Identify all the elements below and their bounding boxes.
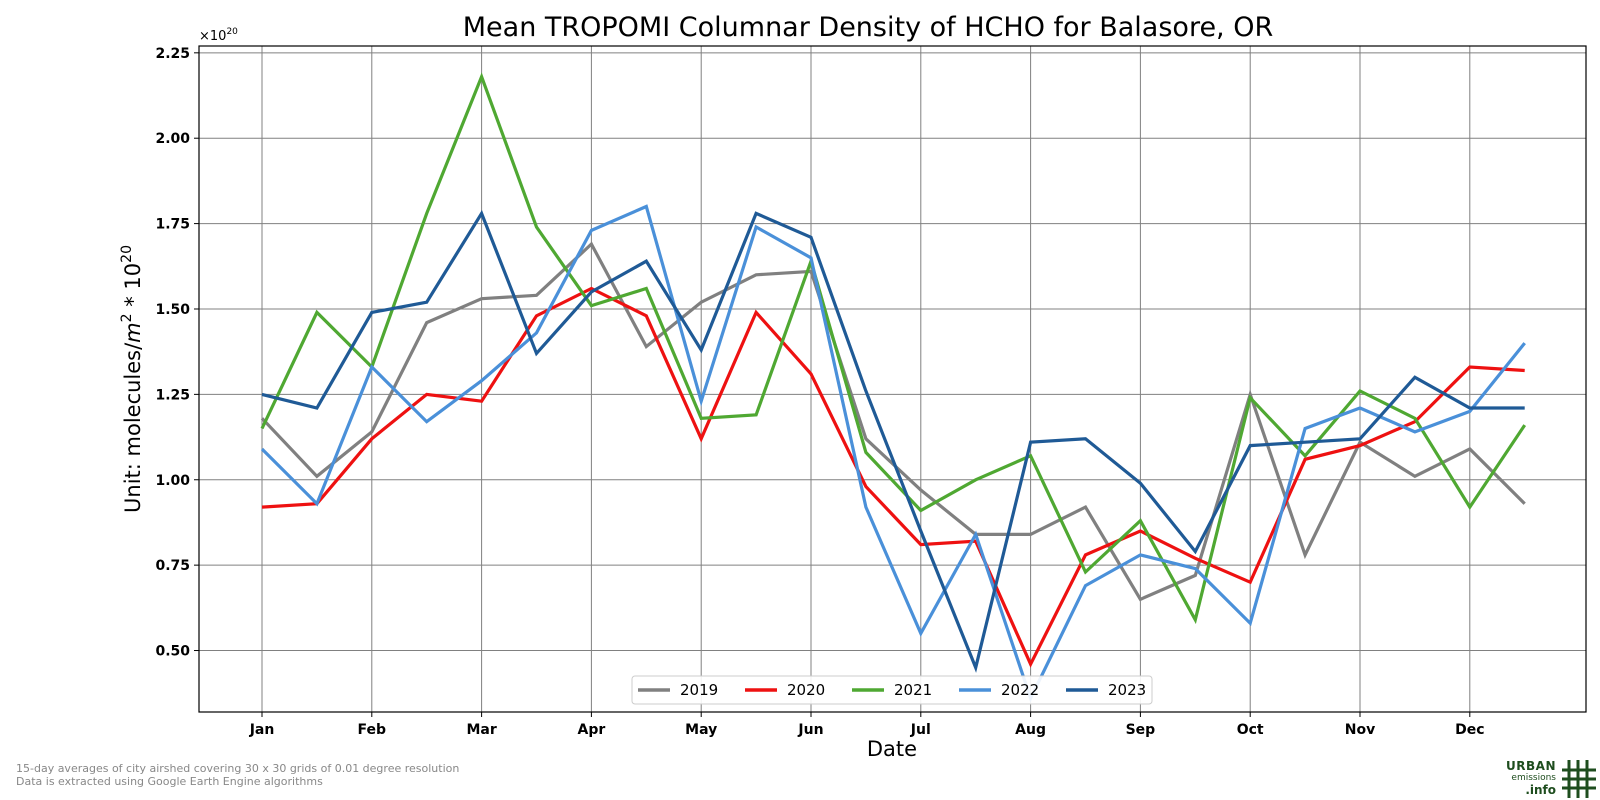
legend-label-2020: 2020 bbox=[787, 681, 825, 699]
x-tick-label: Aug bbox=[1015, 722, 1046, 738]
x-tick-label: May bbox=[685, 722, 717, 738]
series-line-2021 bbox=[260, 72, 1527, 625]
y-tick-label: 1.50 bbox=[155, 302, 190, 318]
legend: 2019 2020 2021 2022 2023 bbox=[631, 675, 1153, 705]
series-line-2023 bbox=[261, 209, 1525, 673]
logo-text-urban: URBAN bbox=[1506, 759, 1556, 773]
plot-frame bbox=[198, 45, 1587, 713]
y-tick-label: 0.50 bbox=[155, 644, 190, 660]
x-tick-label: Jun bbox=[797, 722, 823, 738]
series-line-2022 bbox=[260, 204, 1526, 703]
y-tick-label: 2.25 bbox=[155, 46, 190, 62]
series-lines bbox=[260, 72, 1527, 703]
logo-grid-icon bbox=[1562, 760, 1596, 798]
urban-emissions-logo: URBAN emissions .info bbox=[1496, 758, 1596, 798]
logo-text-info: .info bbox=[1525, 783, 1556, 797]
y-tick-label: 1.00 bbox=[155, 473, 190, 489]
y-tick-label: 1.75 bbox=[155, 217, 190, 233]
x-tick-label: Oct bbox=[1237, 722, 1264, 738]
x-tick-label: Sep bbox=[1126, 722, 1156, 738]
y-tick-label: 0.75 bbox=[155, 558, 190, 574]
x-tick-label: Nov bbox=[1345, 722, 1375, 738]
legend-box bbox=[631, 675, 1153, 705]
legend-label-2021: 2021 bbox=[894, 681, 932, 699]
x-tick-label: Mar bbox=[466, 722, 496, 738]
y-tick-label: 2.00 bbox=[155, 131, 190, 147]
x-tick-label: Apr bbox=[578, 722, 606, 738]
series-line-2020 bbox=[261, 286, 1525, 668]
grid bbox=[199, 46, 1586, 712]
logo-text-emissions: emissions bbox=[1511, 773, 1556, 783]
legend-label-2019: 2019 bbox=[680, 681, 718, 699]
x-tick-label: Dec bbox=[1455, 722, 1484, 738]
legend-label-2022: 2022 bbox=[1001, 681, 1039, 699]
y-axis-ticks: 0.50 0.75 1.00 1.25 1.50 1.75 2.00 2.25 bbox=[155, 46, 199, 660]
legend-label-2023: 2023 bbox=[1108, 681, 1146, 699]
x-axis-label: Date bbox=[867, 737, 917, 761]
x-tick-label: Jan bbox=[249, 722, 275, 738]
x-tick-label: Feb bbox=[358, 722, 387, 738]
y-axis-multiplier: ×1020 bbox=[199, 27, 238, 44]
y-axis-label: Unit: molecules/m2 * 1020 bbox=[119, 245, 145, 513]
chart-title: Mean TROPOMI Columnar Density of HCHO fo… bbox=[463, 12, 1274, 43]
x-tick-label: Jul bbox=[910, 722, 931, 738]
y-tick-label: 1.25 bbox=[155, 387, 190, 403]
footnote-line-2: Data is extracted using Google Earth Eng… bbox=[16, 775, 323, 788]
footnote-line-1: 15-day averages of city airshed covering… bbox=[16, 762, 460, 775]
x-axis-ticks: Jan Feb Mar Apr May Jun Jul Aug Sep Oct Nov Dec bbox=[249, 712, 1485, 738]
